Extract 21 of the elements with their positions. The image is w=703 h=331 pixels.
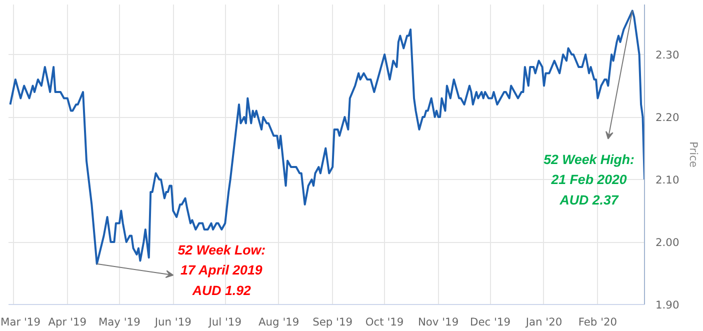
annotation: 52 Week Low: 17 April 2019 AUD 1.92 bbox=[178, 242, 266, 298]
x-tick-label: Feb '20 bbox=[578, 316, 618, 328]
x-tick-label: Jun '19 bbox=[154, 316, 192, 328]
x-tick-label: Dec '19 bbox=[470, 316, 511, 328]
x-tick-label: Jul '19 bbox=[208, 316, 242, 328]
y-tick-label: 2.00 bbox=[656, 236, 680, 249]
x-tick-label: Sep '19 bbox=[312, 316, 353, 328]
x-tick-label: Oct '19 bbox=[365, 316, 404, 328]
x-tick-label: Jan '20 bbox=[524, 316, 562, 328]
x-tick-label: Apr '19 bbox=[48, 316, 87, 328]
x-tick-label: Aug '19 bbox=[258, 316, 300, 328]
x-tick-label: Nov '19 bbox=[418, 316, 459, 328]
line-series bbox=[9, 10, 644, 265]
annotation: 52 Week High: 21 Feb 2020 AUD 2.37 bbox=[544, 152, 634, 208]
y-tick-label: 2.20 bbox=[656, 111, 680, 124]
x-tick-label: Mar '19 bbox=[0, 316, 41, 328]
y-axis-title: Price bbox=[687, 142, 700, 168]
y-tick-label: 2.10 bbox=[656, 174, 680, 186]
x-tick-label: May '19 bbox=[98, 316, 141, 328]
y-tick-label: 1.90 bbox=[656, 298, 680, 312]
y-tick-label: 2.30 bbox=[656, 48, 680, 62]
